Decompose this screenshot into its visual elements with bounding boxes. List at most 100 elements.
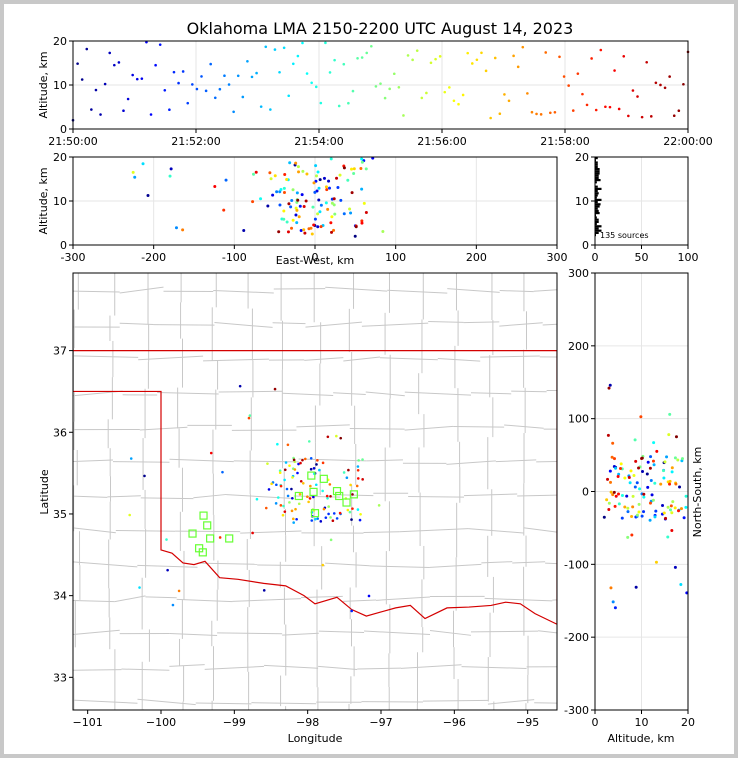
- time-height-point: [539, 113, 543, 116]
- histogram-bar: [595, 176, 599, 179]
- time-height-ylabel: Altitude, km: [37, 51, 50, 118]
- plan-view-point: [177, 589, 181, 593]
- plan-view-point: [351, 507, 354, 510]
- x-tick-label: −100: [146, 716, 176, 729]
- north-south-point: [648, 518, 652, 522]
- x-tick-label: -100: [222, 251, 247, 264]
- north-south-point: [617, 472, 621, 476]
- histogram-bar: [595, 201, 598, 204]
- north-south-point: [633, 485, 637, 489]
- north-south-point: [670, 470, 674, 474]
- plan-view-point: [359, 513, 362, 516]
- station-marker: [294, 491, 303, 501]
- east-west-point: [294, 206, 298, 210]
- plan-view-point: [294, 507, 297, 511]
- station-marker: [225, 534, 234, 543]
- time-height-point: [99, 113, 102, 116]
- plan-view-point: [288, 501, 291, 504]
- plan-view-frame: [72, 272, 558, 711]
- county-line: [232, 598, 302, 602]
- time-height-point: [154, 63, 157, 67]
- county-line: [364, 630, 431, 636]
- plan-view-point: [324, 516, 328, 519]
- histogram-bar: [595, 229, 602, 232]
- histogram-bar: [595, 196, 597, 199]
- histogram-bar: [595, 161, 598, 164]
- north-south-point: [631, 494, 635, 498]
- county-line: [349, 427, 405, 430]
- east-west-point: [252, 172, 256, 176]
- time-height-point: [636, 95, 639, 98]
- north-south-point: [633, 438, 637, 442]
- east-west-point: [295, 191, 299, 195]
- plan-view-point: [297, 502, 301, 506]
- time-height-point: [223, 74, 226, 78]
- figure-frame: Oklahoma LMA 2150-2200 UTC August 14, 20…: [4, 4, 734, 754]
- time-height-point: [347, 101, 350, 105]
- time-height-point: [489, 116, 492, 120]
- plan-view-point: [329, 516, 332, 519]
- histogram-bar: [595, 157, 598, 160]
- east-west-xlabel: East-West, km: [276, 254, 354, 267]
- plan-view-point: [315, 463, 318, 466]
- time-height-point: [278, 70, 281, 74]
- east-west-ticks: -300 -200 -100 0 100 200 300 0 10 20: [53, 151, 568, 264]
- time-height-point: [420, 96, 424, 100]
- station-marker: [310, 509, 320, 518]
- east-west-point: [335, 176, 339, 180]
- time-height-point: [168, 108, 171, 111]
- east-west-point: [224, 178, 228, 182]
- county-line: [195, 702, 252, 705]
- time-height-point: [452, 99, 456, 103]
- north-south-point: [646, 485, 650, 489]
- time-height-point: [94, 88, 98, 92]
- plan-view-point: [297, 462, 300, 466]
- histogram-bar: [595, 227, 599, 230]
- north-south-point: [635, 481, 639, 485]
- plan-view-points: [128, 384, 381, 613]
- east-west-point: [364, 211, 368, 215]
- north-south-point: [625, 494, 629, 498]
- plan-view-point: [321, 461, 325, 465]
- plan-view-point: [303, 457, 307, 461]
- county-line: [499, 322, 543, 327]
- time-height-point: [402, 114, 405, 117]
- north-south-point: [640, 514, 644, 518]
- north-south-point: [620, 493, 624, 497]
- east-west-point: [296, 198, 300, 202]
- east-west-point: [330, 215, 334, 219]
- county-line: [140, 497, 194, 500]
- x-tick-label: 200: [466, 251, 487, 264]
- east-west-point: [271, 193, 275, 197]
- county-line: [376, 596, 431, 601]
- time-height-point: [466, 51, 470, 55]
- county-line: [363, 531, 400, 533]
- north-south-point: [609, 480, 613, 484]
- north-south-point: [653, 481, 657, 485]
- station-marker: [307, 471, 316, 480]
- north-south-point: [613, 606, 617, 610]
- east-west-point: [303, 231, 307, 235]
- county-line: [480, 355, 540, 358]
- plan-view-point: [273, 387, 277, 391]
- time-height-point: [434, 57, 437, 61]
- east-west-point: [259, 197, 263, 201]
- north-south-point: [630, 515, 634, 519]
- east-west-point: [222, 208, 226, 212]
- north-south-point: [668, 482, 672, 486]
- time-height-point: [617, 107, 621, 111]
- east-west-point: [294, 213, 298, 217]
- county-line: [153, 324, 215, 326]
- north-south-ylabel: North-South, km: [691, 447, 704, 538]
- east-west-point: [360, 157, 364, 161]
- time-height-point: [328, 71, 332, 74]
- east-west-point: [315, 189, 319, 193]
- plan-view-point: [329, 538, 333, 542]
- time-height-point: [425, 91, 428, 95]
- north-south-point: [665, 455, 669, 459]
- histogram-bar: [595, 212, 600, 215]
- time-height-point: [365, 51, 369, 55]
- time-height-point: [333, 58, 336, 62]
- county-line: [139, 426, 188, 431]
- north-south-point: [626, 535, 630, 539]
